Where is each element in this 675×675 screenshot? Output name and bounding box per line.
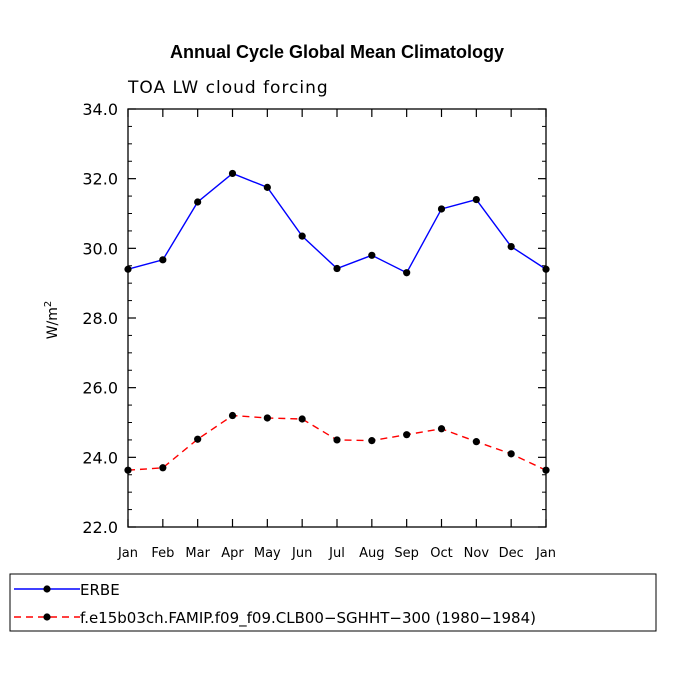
series-line-0 — [127, 172, 547, 274]
x-tick-label: Aug — [359, 546, 384, 561]
data-point — [333, 264, 341, 273]
data-point — [263, 414, 271, 422]
data-point — [507, 450, 515, 458]
x-tick-label: Oct — [430, 546, 452, 561]
x-tick-label: Sep — [394, 546, 419, 561]
y-tick-label: 28.0 — [82, 309, 118, 328]
legend-label-model: f.e15b03ch.FAMIP.f09_f09.CLB00−SGHHT−300… — [80, 609, 536, 628]
data-point — [472, 195, 480, 204]
data-point — [542, 466, 550, 474]
x-tick-label: Apr — [221, 546, 244, 561]
y-tick-label: 30.0 — [82, 239, 118, 258]
data-point — [368, 437, 376, 445]
data-point — [159, 464, 167, 472]
data-point — [124, 466, 132, 474]
data-point — [228, 411, 237, 420]
data-point — [472, 438, 480, 446]
legend-entry-erbe: ERBE — [14, 581, 120, 599]
chart-title: Annual Cycle Global Mean Climatology — [170, 42, 504, 62]
legend-marker-model — [43, 613, 51, 621]
legend-label-erbe: ERBE — [80, 581, 120, 599]
y-tick-label: 34.0 — [82, 100, 118, 119]
data-point — [298, 415, 306, 423]
x-tick-label: Feb — [151, 546, 174, 561]
y-tick-label: 24.0 — [82, 448, 118, 467]
x-tick-label: Jul — [328, 546, 345, 561]
x-tick-label: Jan — [535, 546, 556, 561]
x-tick-label: Jan — [117, 546, 138, 561]
chart-subtitle: TOA LW cloud forcing — [127, 78, 329, 98]
data-point — [403, 269, 411, 277]
data-point — [194, 435, 202, 443]
y-tick-label: 26.0 — [82, 379, 118, 398]
data-point — [403, 431, 411, 439]
data-point — [263, 183, 271, 191]
y-axis: 22.0 24.0 26.0 28.0 30.0 32.0 34.0 — [82, 100, 546, 537]
data-point — [124, 265, 132, 273]
legend-entry-model: f.e15b03ch.FAMIP.f09_f09.CLB00−SGHHT−300… — [14, 609, 536, 628]
x-tick-label: Nov — [464, 546, 490, 561]
y-axis-label-base: W/m — [45, 307, 61, 339]
data-point — [507, 242, 515, 251]
data-point — [437, 425, 446, 433]
data-point — [542, 265, 550, 273]
y-tick-label: 22.0 — [82, 518, 118, 537]
x-tick-label: Mar — [185, 546, 210, 561]
plot-area — [127, 108, 547, 528]
plot-frame — [127, 108, 547, 528]
legend-frame — [9, 573, 657, 632]
data-point — [333, 436, 341, 444]
legend: ERBE f.e15b03ch.FAMIP.f09_f09.CLB00−SGHH… — [9, 573, 657, 632]
data-point — [228, 169, 237, 178]
y-axis-label-superscript: 2 — [43, 301, 54, 307]
x-axis: Jan Feb Mar Apr May Jun Jul Aug Sep Oct Nov Dec Jan — [117, 109, 556, 561]
data-point — [437, 205, 446, 213]
legend-marker-erbe — [43, 585, 51, 593]
data-point — [298, 232, 306, 240]
x-tick-label: Dec — [499, 546, 524, 561]
data-point — [159, 256, 167, 264]
x-tick-label: Jun — [291, 546, 312, 561]
data-point — [194, 198, 202, 206]
y-tick-label: 32.0 — [82, 170, 118, 189]
data-point — [368, 251, 376, 259]
y-axis-label: W/m2 — [43, 301, 61, 340]
series-layer — [124, 169, 550, 474]
x-tick-label: May — [254, 546, 281, 561]
